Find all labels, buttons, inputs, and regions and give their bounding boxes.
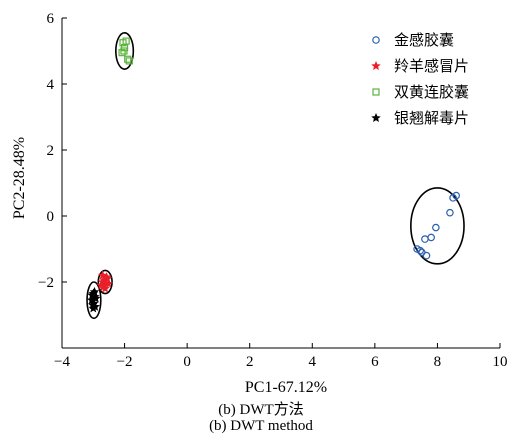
data-point-series-2 bbox=[101, 272, 112, 282]
legend-label-2: 羚羊感冒片 bbox=[394, 57, 469, 75]
cluster-ellipse bbox=[97, 269, 113, 295]
legend-marker-1 bbox=[372, 36, 380, 44]
legend-marker-3 bbox=[372, 88, 380, 96]
data-point-series-1 bbox=[422, 251, 431, 260]
legend-label-3: 双黄连胶囊 bbox=[394, 83, 469, 101]
legend-label-1: 金感胶囊 bbox=[394, 31, 454, 49]
tick-labels: −4 −2 0 2 4 6 8 10 −2 0 2 4 6 bbox=[38, 11, 507, 370]
plot-area bbox=[61, 17, 501, 349]
data-point-series-2 bbox=[103, 278, 114, 288]
legend-label-4: 银翘解毒片 bbox=[394, 109, 469, 127]
data-point-series-1 bbox=[446, 208, 454, 217]
cluster-ellipse bbox=[86, 281, 102, 320]
data-point-series-3 bbox=[122, 37, 130, 45]
x-tick-label: 4 bbox=[309, 354, 317, 370]
legend-marker-4 bbox=[371, 113, 381, 123]
data-point-series-1 bbox=[432, 223, 440, 232]
cluster-ellipse bbox=[410, 187, 465, 265]
data-point-series-1 bbox=[427, 233, 435, 242]
x-tick-label: 10 bbox=[493, 354, 508, 370]
x-tick-label: 8 bbox=[434, 354, 442, 370]
x-tick-label: −2 bbox=[117, 354, 133, 370]
caption-line-2: (b) DWT method bbox=[209, 418, 313, 434]
x-tick-label: 2 bbox=[246, 354, 254, 370]
data-point-series-1 bbox=[416, 246, 425, 255]
data-point-series-4 bbox=[87, 290, 97, 300]
y-tick-label: 2 bbox=[47, 143, 55, 159]
y-tick-label: 4 bbox=[47, 77, 55, 93]
cluster-ellipse bbox=[115, 32, 135, 70]
x-tick-label: −4 bbox=[54, 354, 70, 370]
y-tick-label: −2 bbox=[38, 275, 54, 291]
y-axis-label: PC2-28.48% bbox=[11, 137, 28, 219]
x-tick-label: 6 bbox=[371, 354, 379, 370]
data-point-series-1 bbox=[452, 191, 461, 200]
data-point-series-3 bbox=[120, 47, 128, 55]
data-point-series-3 bbox=[118, 49, 126, 57]
y-tick-label: 6 bbox=[47, 11, 55, 27]
data-point-series-4 bbox=[90, 301, 100, 311]
data-point-series-1 bbox=[421, 235, 429, 243]
x-tick-label: 0 bbox=[183, 354, 191, 370]
legend-marker-2 bbox=[371, 61, 381, 71]
y-tick-label: 0 bbox=[47, 209, 55, 225]
data-point-series-3 bbox=[125, 57, 133, 65]
x-axis-label: PC1-67.12% bbox=[245, 379, 327, 396]
data-point-series-3 bbox=[124, 55, 132, 63]
caption-line-1: (b) DWT方法 bbox=[218, 402, 304, 418]
